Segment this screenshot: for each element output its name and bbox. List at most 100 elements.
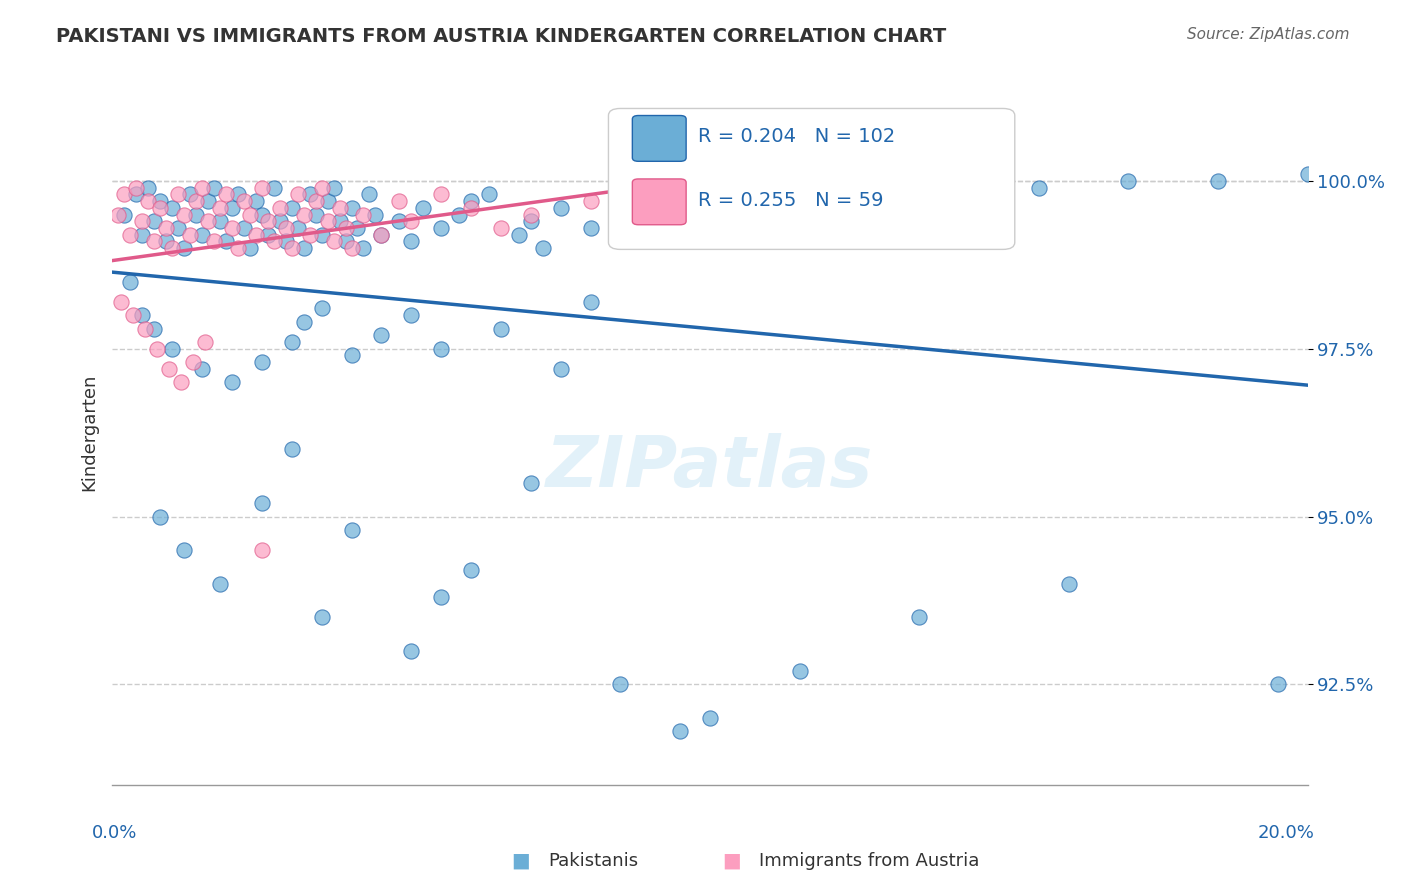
Point bbox=[155, 235, 177, 249]
Point bbox=[401, 644, 423, 658]
Point bbox=[215, 235, 238, 249]
Point bbox=[173, 241, 195, 255]
Point bbox=[257, 214, 280, 228]
Point bbox=[221, 201, 243, 215]
Point bbox=[322, 180, 344, 194]
Point bbox=[1028, 180, 1050, 194]
Point bbox=[202, 235, 225, 249]
Point bbox=[1057, 576, 1080, 591]
Point bbox=[194, 334, 217, 349]
Point bbox=[186, 207, 208, 221]
Point bbox=[292, 315, 315, 329]
Point bbox=[274, 235, 297, 249]
Point bbox=[292, 207, 315, 221]
Point bbox=[181, 355, 204, 369]
Point bbox=[202, 180, 225, 194]
Point bbox=[125, 187, 148, 202]
Point bbox=[478, 187, 501, 202]
Point bbox=[340, 201, 363, 215]
Point bbox=[489, 221, 512, 235]
Point bbox=[298, 187, 321, 202]
Point bbox=[728, 187, 751, 202]
Point bbox=[311, 227, 333, 242]
Point bbox=[122, 308, 145, 322]
Point bbox=[120, 275, 142, 289]
Point bbox=[233, 221, 256, 235]
Point bbox=[640, 194, 662, 208]
Text: 0.0%: 0.0% bbox=[91, 824, 136, 842]
Text: Immigrants from Austria: Immigrants from Austria bbox=[759, 852, 980, 870]
Point bbox=[179, 227, 201, 242]
Text: PAKISTANI VS IMMIGRANTS FROM AUSTRIA KINDERGARTEN CORRELATION CHART: PAKISTANI VS IMMIGRANTS FROM AUSTRIA KIN… bbox=[56, 27, 946, 45]
Point bbox=[579, 221, 602, 235]
Point bbox=[640, 180, 662, 194]
FancyBboxPatch shape bbox=[609, 109, 1015, 250]
Point bbox=[359, 187, 381, 202]
Point bbox=[263, 180, 285, 194]
Point bbox=[239, 241, 262, 255]
Point bbox=[250, 207, 273, 221]
Point bbox=[107, 207, 129, 221]
Point bbox=[311, 610, 333, 624]
Point bbox=[281, 241, 304, 255]
Text: 20.0%: 20.0% bbox=[1258, 824, 1315, 842]
Point bbox=[305, 207, 328, 221]
Point bbox=[938, 174, 960, 188]
Point bbox=[131, 308, 153, 322]
Point bbox=[226, 241, 249, 255]
Point bbox=[370, 227, 392, 242]
Point bbox=[1296, 167, 1319, 181]
Point bbox=[520, 214, 543, 228]
Point bbox=[759, 174, 782, 188]
Point bbox=[353, 207, 375, 221]
Point bbox=[162, 201, 183, 215]
Point bbox=[316, 214, 339, 228]
Point bbox=[430, 221, 453, 235]
Point bbox=[155, 221, 177, 235]
FancyBboxPatch shape bbox=[633, 179, 686, 225]
Point bbox=[257, 227, 280, 242]
Point bbox=[329, 201, 352, 215]
Point bbox=[263, 235, 285, 249]
Point bbox=[579, 194, 602, 208]
Point bbox=[335, 221, 357, 235]
Text: Pakistanis: Pakistanis bbox=[548, 852, 638, 870]
Point bbox=[508, 227, 530, 242]
Point bbox=[209, 201, 232, 215]
Point bbox=[269, 214, 291, 228]
Point bbox=[287, 221, 309, 235]
Point bbox=[186, 194, 208, 208]
Point bbox=[335, 235, 357, 249]
Point bbox=[245, 194, 267, 208]
Point bbox=[340, 523, 363, 537]
Point bbox=[460, 563, 482, 577]
Point bbox=[669, 180, 692, 194]
Point bbox=[401, 308, 423, 322]
Point bbox=[134, 321, 156, 335]
Point bbox=[143, 214, 166, 228]
Point bbox=[311, 180, 333, 194]
Point bbox=[412, 201, 434, 215]
Point bbox=[287, 187, 309, 202]
Point bbox=[430, 590, 453, 604]
Point bbox=[1118, 174, 1140, 188]
Point bbox=[157, 362, 180, 376]
Point bbox=[346, 221, 368, 235]
Text: R = 0.204   N = 102: R = 0.204 N = 102 bbox=[699, 128, 896, 146]
Point bbox=[1267, 677, 1289, 691]
Point bbox=[364, 207, 387, 221]
Point bbox=[531, 241, 554, 255]
Point bbox=[114, 187, 135, 202]
Point bbox=[353, 241, 375, 255]
Point bbox=[669, 724, 692, 739]
Point bbox=[305, 194, 328, 208]
Point bbox=[131, 214, 153, 228]
Point bbox=[520, 207, 543, 221]
Text: Source: ZipAtlas.com: Source: ZipAtlas.com bbox=[1187, 27, 1350, 42]
Point bbox=[370, 328, 392, 343]
Point bbox=[110, 294, 132, 309]
Point bbox=[274, 221, 297, 235]
Point bbox=[114, 207, 135, 221]
Point bbox=[1206, 174, 1229, 188]
Text: ▪: ▪ bbox=[510, 847, 530, 875]
